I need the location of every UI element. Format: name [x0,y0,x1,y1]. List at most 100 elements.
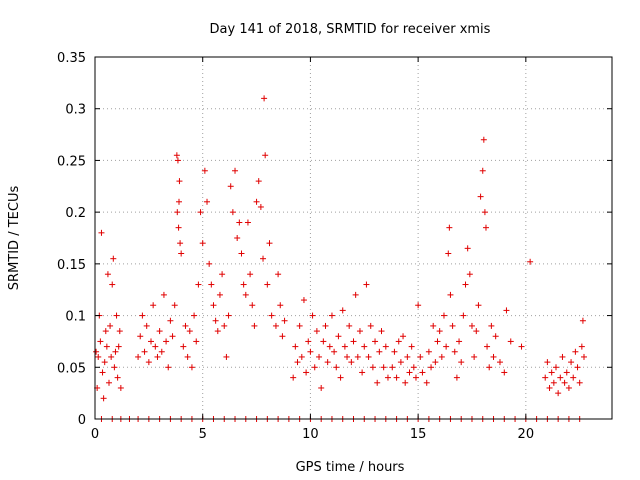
data-point [188,364,195,371]
data-point [176,198,183,205]
data-point [552,364,559,371]
y-axis: 0 0.05 0.1 0.15 0.2 0.25 0.3 0.35 [57,51,612,428]
data-point [152,343,159,350]
data-point [272,322,279,329]
data-point [296,322,303,329]
data-point [482,224,489,231]
data-point [337,374,344,381]
data-point [292,343,299,350]
data-point [260,255,267,262]
data-point [473,328,480,335]
data-point [432,359,439,366]
data-point [331,348,338,355]
data-point [116,328,123,335]
data-point [99,369,106,376]
plot-frame [94,56,613,420]
data-point [225,312,232,319]
data-point [249,302,256,309]
data-point [158,348,165,355]
data-point [462,281,469,288]
data-point [204,198,211,205]
data-point [412,374,419,381]
data-point [572,348,579,355]
data-point [199,240,206,247]
data-point [440,312,447,319]
data-point [453,374,460,381]
data-point [501,369,508,376]
data-point [104,271,111,278]
data-point [328,312,335,319]
data-point [97,338,104,345]
data-point [210,302,217,309]
data-point [578,343,585,350]
data-point [115,343,122,350]
data-point [359,369,366,376]
data-point [391,348,398,355]
data-point [167,317,174,324]
data-point [490,353,497,360]
data-point [255,178,262,185]
data-point [496,359,503,366]
data-point [447,291,454,298]
data-point [492,333,499,340]
data-point [156,328,163,335]
data-point [234,235,241,241]
data-point [277,302,284,309]
data-point [236,219,243,226]
data-point [518,343,525,350]
data-point [374,379,381,386]
data-point [443,343,450,350]
data-point [344,353,351,360]
data-point [111,364,118,371]
x-tick-label: 10 [302,427,319,442]
data-point [206,260,213,267]
data-point [174,209,181,216]
data-point [425,348,432,355]
data-point [507,338,514,345]
x-tick-label: 5 [199,427,207,442]
data-point [253,198,260,205]
data-point [395,338,402,345]
data-point [171,302,178,309]
grid-layer [95,57,612,419]
data-point [503,307,510,314]
data-point [384,374,391,381]
data-point [335,333,342,340]
data-point [201,167,208,174]
data-point [110,255,117,262]
data-point [451,348,458,355]
data-point [303,369,310,376]
y-tick-label: 0.15 [57,258,86,273]
data-point [561,379,568,386]
data-point [184,353,191,360]
data-point [266,240,273,247]
data-point [106,379,113,386]
data-point [565,384,572,391]
data-point [481,209,488,216]
data-point [410,364,417,371]
data-point [108,353,115,360]
data-point [300,297,307,304]
data-point [557,374,564,381]
data-point [415,302,422,309]
data-point [264,281,271,288]
data-point [352,291,359,298]
data-point [212,317,219,324]
data-point [229,209,236,216]
data-point [107,322,114,329]
data-point [479,167,486,174]
y-tick-label: 0 [78,413,86,428]
data-point [460,312,467,319]
x-tick-label: 20 [518,427,535,442]
data-point [174,157,181,164]
data-point [137,333,144,340]
data-point [219,271,226,278]
data-point [102,328,109,335]
y-tick-label: 0.2 [65,206,86,221]
data-point [242,291,249,298]
data-point [546,384,553,391]
data-point [393,374,400,381]
data-point [313,328,320,335]
data-point [436,328,443,335]
data-point [570,374,577,381]
